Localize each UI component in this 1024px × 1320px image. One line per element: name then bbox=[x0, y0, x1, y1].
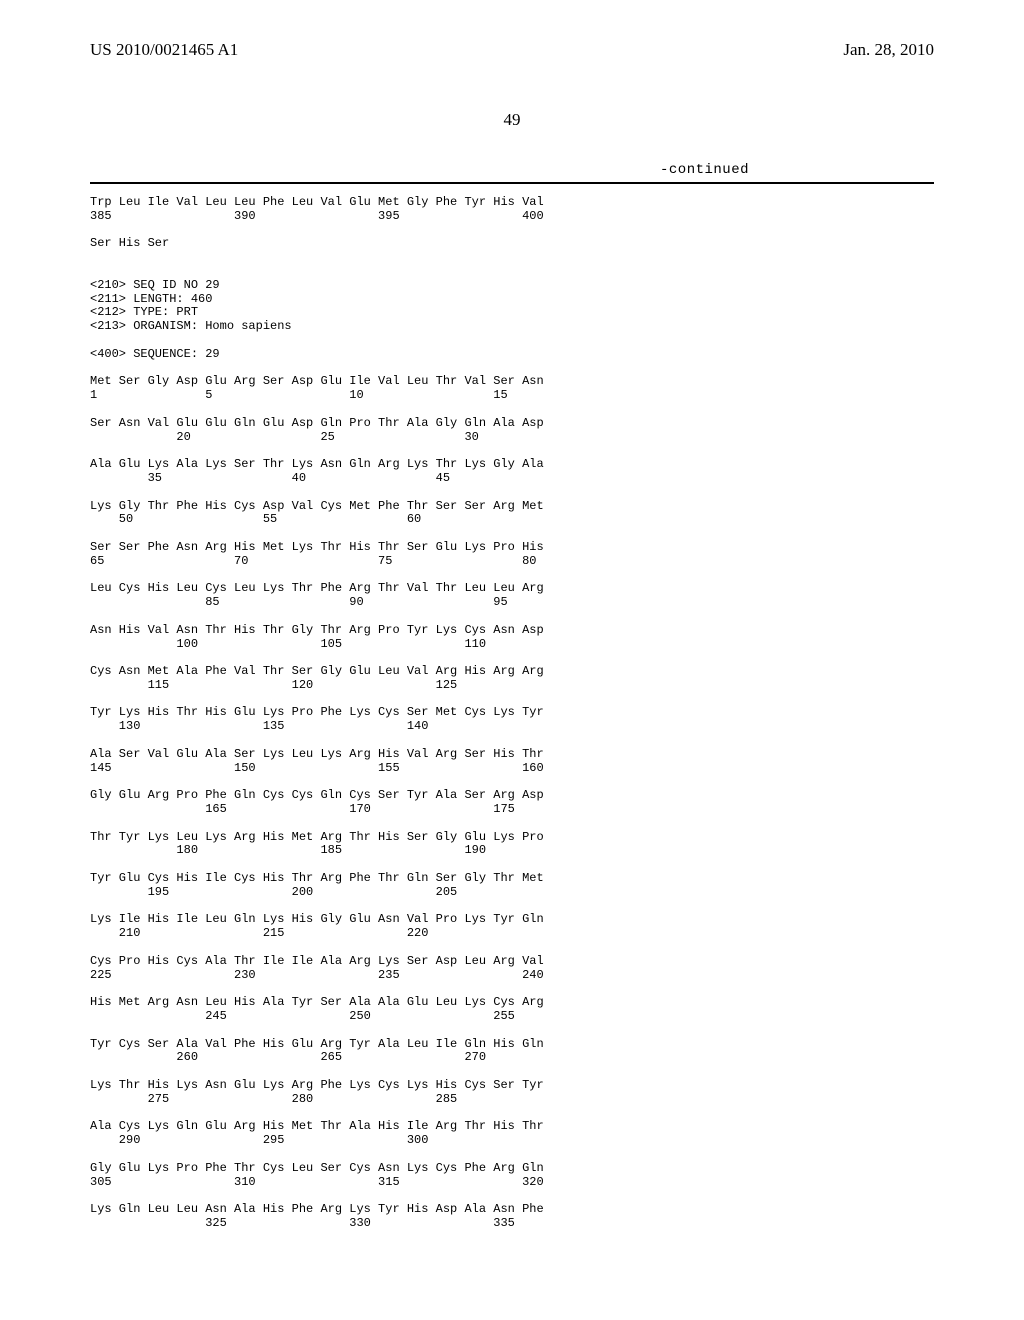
continued-wrap: -continued bbox=[90, 160, 934, 178]
divider bbox=[90, 182, 934, 184]
page: US 2010/0021465 A1 Jan. 28, 2010 49 -con… bbox=[0, 0, 1024, 1320]
sequence-listing: Trp Leu Ile Val Leu Leu Phe Leu Val Glu … bbox=[90, 196, 934, 1231]
header-left: US 2010/0021465 A1 bbox=[90, 40, 238, 60]
header-right: Jan. 28, 2010 bbox=[843, 40, 934, 60]
page-header: US 2010/0021465 A1 Jan. 28, 2010 bbox=[90, 40, 934, 60]
page-number: 49 bbox=[90, 110, 934, 130]
continued-label: -continued bbox=[660, 162, 749, 178]
